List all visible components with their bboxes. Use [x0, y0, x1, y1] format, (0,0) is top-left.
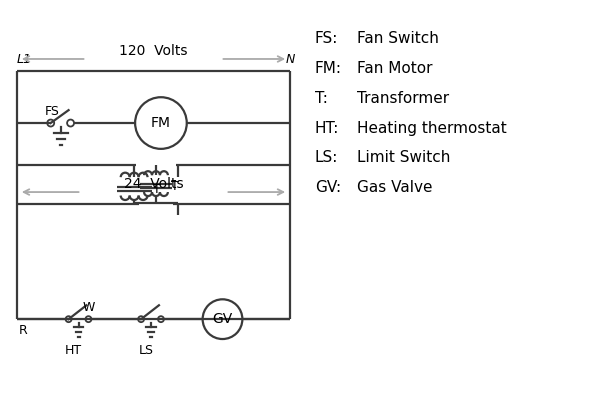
- Text: FM:: FM:: [315, 61, 342, 76]
- Text: GV:: GV:: [315, 180, 341, 195]
- Text: FS: FS: [45, 105, 60, 118]
- Text: FS:: FS:: [315, 31, 338, 46]
- Text: FM: FM: [151, 116, 171, 130]
- Text: LS:: LS:: [315, 150, 338, 165]
- Text: T: T: [171, 180, 179, 192]
- Text: HT:: HT:: [315, 120, 339, 136]
- Text: R: R: [19, 324, 28, 337]
- Text: T:: T:: [315, 91, 327, 106]
- Text: N: N: [286, 53, 295, 66]
- Text: W: W: [82, 301, 94, 314]
- Text: L1: L1: [17, 53, 32, 66]
- Text: Fan Switch: Fan Switch: [356, 31, 438, 46]
- Text: HT: HT: [65, 344, 82, 357]
- Text: LS: LS: [139, 344, 153, 357]
- Text: Limit Switch: Limit Switch: [356, 150, 450, 165]
- Text: Heating thermostat: Heating thermostat: [356, 120, 506, 136]
- Text: Transformer: Transformer: [356, 91, 448, 106]
- Text: 120  Volts: 120 Volts: [119, 44, 188, 58]
- Text: 24  Volts: 24 Volts: [124, 177, 183, 191]
- Text: GV: GV: [212, 312, 232, 326]
- Text: Fan Motor: Fan Motor: [356, 61, 432, 76]
- Text: T: T: [153, 182, 161, 196]
- Text: Gas Valve: Gas Valve: [356, 180, 432, 195]
